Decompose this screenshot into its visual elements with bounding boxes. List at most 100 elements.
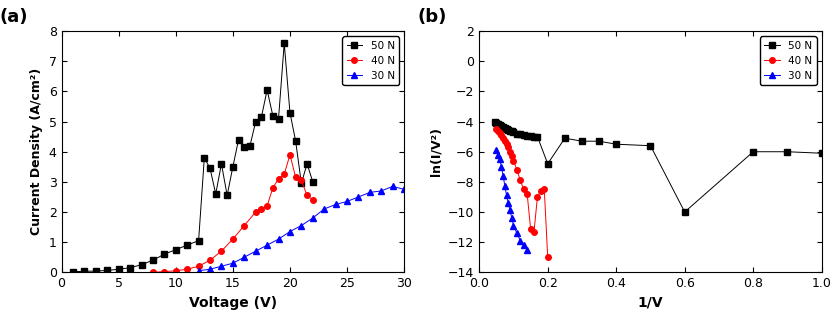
30 N (285, 230, 295, 233)
50 N (245, 144, 255, 148)
Line: 30 N: 30 N (196, 183, 407, 273)
50 N (228, 165, 238, 169)
50 N (748, 150, 759, 154)
40 N (536, 189, 546, 193)
40 N (533, 195, 543, 199)
40 N (171, 269, 181, 273)
50 N (505, 129, 515, 133)
40 N (500, 139, 510, 143)
50 N (217, 162, 227, 166)
50 N (182, 243, 192, 247)
30 N (239, 255, 249, 259)
40 N (543, 255, 553, 259)
50 N (533, 135, 543, 139)
Y-axis label: ln(I/V²): ln(I/V²) (429, 127, 443, 176)
40 N (501, 142, 512, 146)
50 N (515, 133, 525, 136)
50 N (291, 139, 301, 143)
40 N (496, 133, 507, 137)
50 N (239, 145, 249, 149)
30 N (496, 165, 507, 169)
30 N (262, 243, 272, 247)
50 N (500, 126, 510, 129)
50 N (256, 115, 266, 119)
40 N (268, 186, 278, 190)
50 N (522, 134, 533, 138)
50 N (782, 150, 792, 154)
Line: 30 N: 30 N (494, 148, 530, 252)
50 N (507, 129, 517, 133)
40 N (262, 204, 272, 208)
30 N (518, 243, 528, 247)
40 N (518, 188, 528, 191)
40 N (160, 270, 170, 273)
30 N (354, 195, 364, 199)
30 N (193, 269, 203, 273)
50 N (268, 114, 278, 117)
50 N (80, 269, 90, 273)
50 N (193, 239, 203, 243)
50 N (645, 144, 655, 148)
50 N (495, 123, 505, 127)
30 N (331, 203, 341, 206)
50 N (205, 166, 215, 170)
40 N (529, 230, 539, 233)
50 N (680, 210, 690, 214)
50 N (493, 122, 503, 126)
Line: 50 N: 50 N (71, 40, 316, 274)
50 N (234, 138, 244, 142)
40 N (205, 258, 215, 262)
50 N (518, 133, 528, 137)
30 N (388, 184, 398, 188)
30 N (399, 188, 409, 191)
40 N (515, 178, 525, 182)
50 N (559, 136, 570, 140)
Y-axis label: Current Density (A/cm²): Current Density (A/cm²) (30, 68, 43, 235)
40 N (491, 127, 501, 131)
40 N (493, 129, 503, 133)
40 N (256, 207, 266, 211)
50 N (171, 248, 181, 252)
30 N (505, 209, 515, 212)
30 N (274, 237, 284, 241)
Legend: 50 N, 40 N, 30 N: 50 N, 40 N, 30 N (343, 37, 399, 85)
50 N (490, 120, 500, 123)
40 N (512, 168, 522, 172)
50 N (211, 192, 221, 196)
50 N (496, 124, 507, 128)
30 N (491, 148, 501, 152)
50 N (285, 111, 295, 114)
50 N (297, 182, 307, 185)
40 N (193, 264, 203, 268)
50 N (501, 127, 512, 131)
Line: 40 N: 40 N (150, 152, 316, 275)
50 N (222, 194, 232, 197)
50 N (508, 130, 518, 134)
50 N (816, 151, 827, 155)
40 N (279, 172, 289, 176)
50 N (125, 266, 135, 270)
40 N (539, 188, 549, 191)
X-axis label: Voltage (V): Voltage (V) (189, 296, 277, 310)
50 N (302, 162, 312, 166)
40 N (228, 237, 238, 241)
50 N (498, 125, 508, 129)
30 N (500, 184, 510, 188)
40 N (526, 227, 536, 231)
50 N (279, 41, 289, 45)
50 N (148, 258, 158, 262)
Legend: 50 N, 40 N, 30 N: 50 N, 40 N, 30 N (760, 37, 816, 85)
30 N (493, 153, 503, 157)
50 N (68, 270, 78, 273)
30 N (307, 216, 318, 220)
Line: 50 N: 50 N (492, 119, 825, 215)
40 N (302, 194, 312, 197)
40 N (503, 145, 513, 149)
50 N (512, 132, 522, 135)
30 N (503, 201, 513, 205)
50 N (160, 252, 170, 256)
40 N (495, 131, 505, 135)
50 N (612, 142, 622, 146)
40 N (148, 270, 158, 274)
30 N (508, 224, 518, 227)
